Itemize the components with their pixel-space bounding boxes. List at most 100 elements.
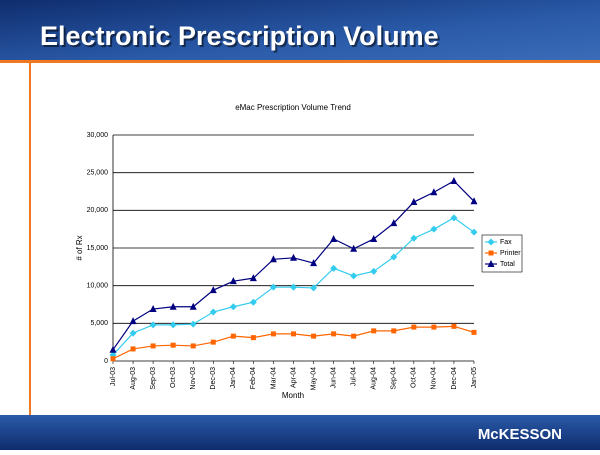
x-tick-label: Nov-03 <box>190 367 197 390</box>
y-tick-label: 25,000 <box>87 170 109 177</box>
point <box>209 286 217 294</box>
x-tick-label: Oct-03 <box>170 367 177 388</box>
point <box>230 333 236 339</box>
y-axis-label: # of Rx <box>75 235 84 260</box>
x-tick-label: Nov-04 <box>431 367 438 390</box>
x-tick-label: Jan-05 <box>471 367 478 389</box>
x-tick-label: Aug-04 <box>371 367 378 390</box>
point <box>170 342 176 348</box>
legend-marker <box>487 260 495 267</box>
point <box>229 277 237 285</box>
point <box>209 308 217 316</box>
point <box>390 253 398 261</box>
point <box>269 283 277 291</box>
x-tick-label: Apr-04 <box>290 367 297 388</box>
point <box>210 339 216 345</box>
x-tick-label: May-04 <box>310 367 317 390</box>
side-rule <box>29 63 31 415</box>
slide-title-shadow: Electronic Prescription Volume <box>42 23 441 53</box>
x-tick-label: Jul-04 <box>351 367 358 386</box>
x-axis-label: Month <box>282 391 304 400</box>
point <box>371 328 377 334</box>
point <box>149 305 157 313</box>
point <box>410 234 418 242</box>
x-tick-label: Jul-03 <box>110 367 117 386</box>
point <box>470 228 478 236</box>
point <box>189 320 197 328</box>
point <box>350 272 358 280</box>
point <box>129 329 137 337</box>
y-tick-label: 5,000 <box>90 320 108 327</box>
point <box>249 298 257 306</box>
point <box>351 333 357 339</box>
point <box>411 324 417 330</box>
point <box>391 328 397 334</box>
point <box>109 345 117 353</box>
point <box>150 343 156 349</box>
point <box>269 255 277 263</box>
point <box>330 264 338 272</box>
point <box>470 197 478 205</box>
point <box>270 331 276 337</box>
chart-title: eMac Prescription Volume Trend <box>235 103 351 112</box>
point <box>430 188 438 196</box>
legend-label: Total <box>500 261 515 268</box>
point <box>229 303 237 311</box>
point <box>471 329 477 335</box>
point <box>169 321 177 329</box>
x-tick-label: Dec-04 <box>451 367 458 390</box>
x-tick-label: Jun-04 <box>330 367 337 389</box>
x-tick-label: Dec-03 <box>210 367 217 390</box>
legend-label: Fax <box>500 239 512 246</box>
point <box>410 198 418 206</box>
point <box>189 302 197 310</box>
x-tick-label: Feb-04 <box>250 367 257 389</box>
x-tick-label: Sep-04 <box>391 367 398 390</box>
point <box>431 324 437 330</box>
y-tick-label: 15,000 <box>87 245 109 252</box>
point <box>130 346 136 352</box>
point <box>450 214 458 222</box>
point <box>331 331 337 337</box>
header-rule <box>0 60 600 63</box>
point <box>291 331 296 337</box>
x-tick-label: Oct-04 <box>411 367 418 388</box>
legend-label: Printer <box>500 250 521 257</box>
point <box>129 317 137 325</box>
header-band <box>0 0 600 60</box>
legend-marker <box>487 238 495 246</box>
x-tick-label: Mar-04 <box>270 367 277 389</box>
y-tick-label: 10,000 <box>87 283 109 290</box>
point <box>350 244 358 252</box>
plot: 0 5,000 10,000 15,000 20,000 25,000 30,000 Jul-… <box>87 132 523 390</box>
x-tick-label: Jan-04 <box>230 367 237 389</box>
point <box>290 253 297 261</box>
point <box>330 234 338 242</box>
point <box>450 176 458 184</box>
point <box>249 274 257 282</box>
point <box>190 343 196 349</box>
point <box>310 284 318 292</box>
point <box>370 267 378 275</box>
point <box>290 283 297 291</box>
logo: McKESSON <box>478 426 562 443</box>
point <box>390 219 398 227</box>
point <box>310 259 318 267</box>
point <box>430 225 438 233</box>
point <box>311 333 317 339</box>
footer-band <box>0 415 600 450</box>
y-tick-label: 20,000 <box>87 207 109 214</box>
x-tick-label: Aug-03 <box>130 367 137 390</box>
point <box>370 234 378 242</box>
y-tick-label: 30,000 <box>87 132 109 139</box>
x-tick-label: Sep-03 <box>150 367 157 390</box>
point <box>169 302 177 310</box>
point <box>110 356 116 362</box>
legend-marker <box>488 250 494 256</box>
y-tick-label: 0 <box>104 358 108 365</box>
point <box>250 335 256 341</box>
point <box>149 321 157 329</box>
slide-title: Electronic Prescription Volume <box>40 21 439 51</box>
point <box>451 323 457 329</box>
